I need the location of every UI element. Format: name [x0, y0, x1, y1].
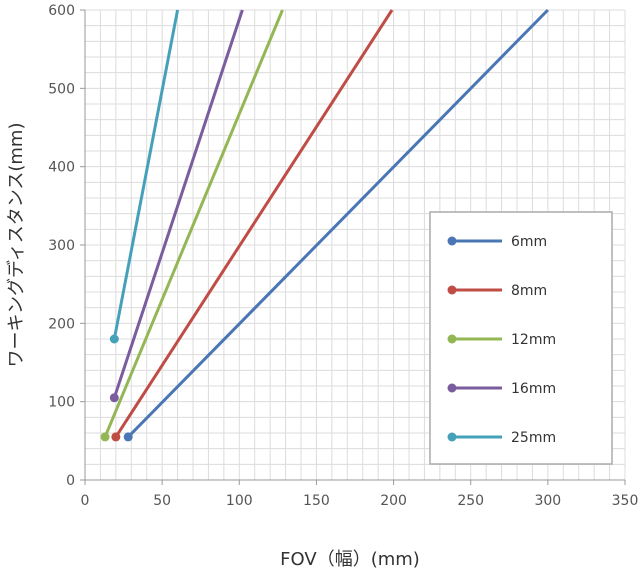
legend-marker-8mm	[447, 285, 457, 295]
y-tick-label: 100	[48, 395, 75, 411]
y-tick-label: 300	[48, 238, 75, 254]
series-point-6mm	[123, 432, 133, 442]
x-tick-label: 100	[226, 493, 253, 509]
legend-label-8mm: 8mm	[511, 283, 547, 299]
series-line-16mm	[112, 9, 244, 399]
y-tick-label: 600	[48, 3, 75, 19]
legend-label-16mm: 16mm	[511, 381, 556, 397]
x-tick-label: 250	[457, 493, 484, 509]
y-tick-label: 500	[48, 81, 75, 97]
y-tick-label: 0	[66, 473, 75, 489]
x-tick-label: 50	[153, 493, 171, 509]
series-line-8mm	[114, 9, 394, 438]
legend: 6mm 8mm 12mm 16mm 25mm	[429, 211, 613, 465]
series-point-8mm	[111, 432, 121, 442]
legend-label-25mm: 25mm	[511, 430, 556, 446]
x-tick-label: 200	[380, 493, 407, 509]
legend-marker-6mm	[447, 236, 457, 246]
x-tick-label: 0	[81, 493, 90, 509]
legend-marker-25mm	[447, 432, 457, 442]
x-tick-label: 150	[303, 493, 330, 509]
y-axis-label: ワーキングディスタンス(mm)	[6, 123, 27, 368]
x-axis-label: FOV（幅）(mm)	[280, 549, 420, 570]
y-tick-label: 400	[48, 160, 75, 176]
legend-marker-16mm	[447, 383, 457, 393]
axes	[80, 9, 626, 485]
tick-labels: 0 50 100 150 200 250 300 350 0 100 200 300 400 500 600	[48, 3, 638, 509]
series-line-12mm	[103, 9, 284, 438]
x-tick-label: 350	[612, 493, 639, 509]
series-point-16mm	[109, 393, 119, 403]
series-line-25mm	[112, 9, 180, 340]
legend-label-6mm: 6mm	[511, 234, 547, 250]
legend-marker-12mm	[447, 334, 457, 344]
series-point-12mm	[100, 432, 110, 442]
series-group	[100, 8, 549, 442]
legend-label-12mm: 12mm	[511, 332, 556, 348]
y-tick-label: 200	[48, 316, 75, 332]
x-tick-label: 300	[534, 493, 561, 509]
series-line-6mm	[127, 8, 549, 438]
series-point-25mm	[109, 334, 119, 344]
